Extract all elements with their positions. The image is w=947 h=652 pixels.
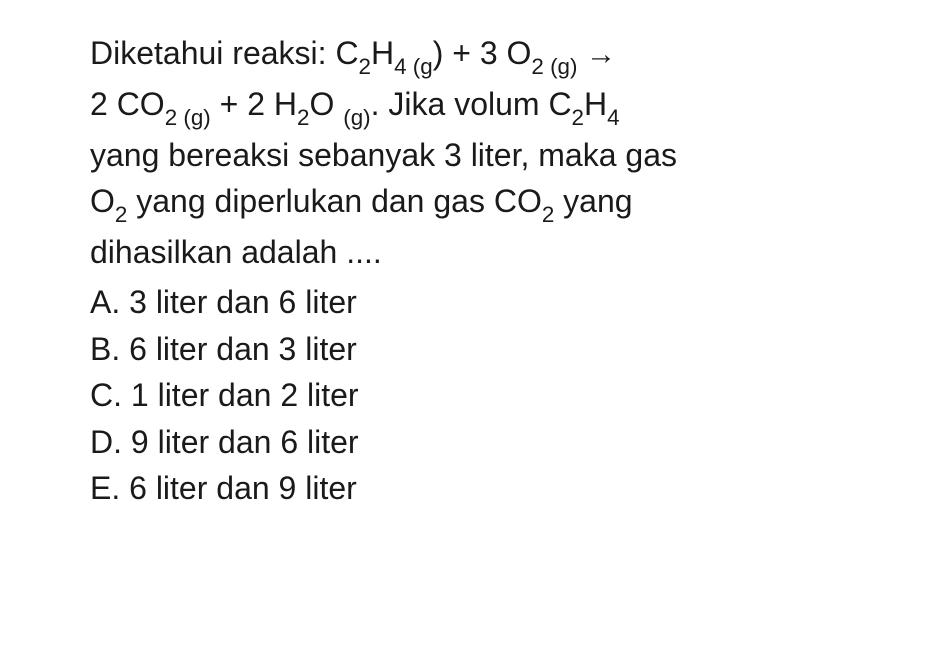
option-d: D. 9 liter dan 6 liter <box>90 419 867 465</box>
text-fragment: H <box>371 35 394 71</box>
option-c: C. 1 liter dan 2 liter <box>90 372 867 418</box>
text-fragment: 2 CO <box>90 86 165 122</box>
text-fragment: yang <box>554 183 632 219</box>
question-line5: dihasilkan adalah .... <box>90 234 382 270</box>
option-b: B. 6 liter dan 3 liter <box>90 326 867 372</box>
text-fragment: H <box>584 86 607 122</box>
option-e: E. 6 liter dan 9 liter <box>90 465 867 511</box>
subscript: 2 (g) <box>531 54 577 79</box>
subscript: 2 <box>115 202 127 227</box>
arrow-symbol: → <box>577 37 616 71</box>
text-fragment: O <box>90 183 115 219</box>
subscript: 4 <box>607 105 619 130</box>
question-line3: yang bereaksi sebanyak 3 liter, maka gas <box>90 137 677 173</box>
answer-options: A. 3 liter dan 6 liter B. 6 liter dan 3 … <box>90 279 867 511</box>
subscript: 4 (g <box>394 54 433 79</box>
subscript: 2 <box>572 105 584 130</box>
text-fragment: ) + 3 O <box>433 35 532 71</box>
text-fragment: + 2 H <box>211 86 297 122</box>
option-a: A. 3 liter dan 6 liter <box>90 279 867 325</box>
text-fragment: yang diperlukan dan gas CO <box>127 183 541 219</box>
text-fragment: . Jika volum C <box>371 86 572 122</box>
question-line4: O2 yang diperlukan dan gas CO2 yang <box>90 183 633 219</box>
reaction-line1: Diketahui reaksi: C2H4 (g) + 3 O2 (g) → <box>90 35 616 71</box>
question-text: Diketahui reaksi: C2H4 (g) + 3 O2 (g) → … <box>90 30 867 275</box>
question-content: Diketahui reaksi: C2H4 (g) + 3 O2 (g) → … <box>90 30 867 511</box>
subscript: (g) <box>343 105 370 130</box>
subscript: 2 <box>359 54 371 79</box>
reaction-line2: 2 CO2 (g) + 2 H2O (g). Jika volum C2H4 <box>90 86 620 122</box>
text-fragment: Diketahui reaksi: C <box>90 35 359 71</box>
text-fragment: O <box>309 86 343 122</box>
subscript: 2 <box>542 202 554 227</box>
subscript: 2 (g) <box>165 105 211 130</box>
subscript: 2 <box>297 105 309 130</box>
